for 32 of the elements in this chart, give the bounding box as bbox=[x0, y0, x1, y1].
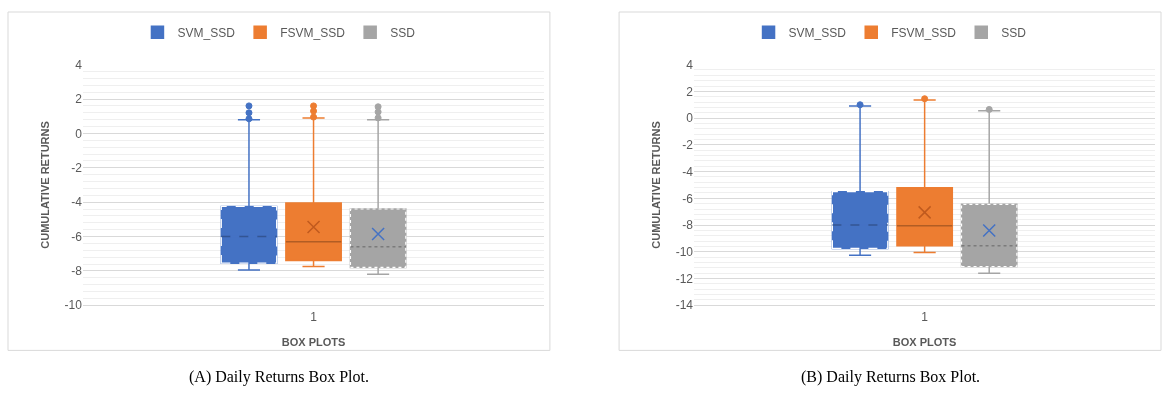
y-tick-label: -8 bbox=[682, 218, 694, 233]
legend-label: SVM_SSD bbox=[788, 25, 847, 40]
legend-label: SSD bbox=[1001, 25, 1027, 40]
legend-label: FSVM_SSD bbox=[891, 25, 957, 40]
legend-label: SVM_SSD bbox=[177, 25, 236, 40]
y-tick-label: -4 bbox=[71, 195, 83, 210]
x-axis-title: BOX PLOTS bbox=[281, 335, 346, 348]
legend-label: SSD bbox=[390, 25, 416, 40]
y-tick-label: -2 bbox=[682, 138, 694, 153]
y-tick-label: -8 bbox=[71, 264, 83, 279]
y-tick-label: 0 bbox=[75, 126, 83, 141]
y-tick-label: -6 bbox=[71, 229, 83, 244]
x-tick-label: 1 bbox=[921, 309, 929, 324]
text: (B) Daily Returns Box Plot. bbox=[801, 368, 981, 386]
y-tick-label: -10 bbox=[675, 245, 694, 259]
y-tick-label: -2 bbox=[71, 160, 83, 175]
x-tick-label: 1 bbox=[310, 309, 318, 324]
y-tick-label: 4 bbox=[686, 57, 694, 72]
y-axis-title: CUMULATIVE RETURNS bbox=[650, 121, 663, 249]
y-tick-label: -14 bbox=[675, 298, 694, 313]
y-axis-title: CUMULATIVE RETURNS bbox=[39, 121, 52, 249]
x-axis-title: BOX PLOTS bbox=[892, 335, 957, 348]
y-tick-label: -10 bbox=[64, 298, 83, 313]
y-tick-label: 4 bbox=[75, 57, 83, 72]
legend-label: FSVM_SSD bbox=[280, 25, 346, 40]
text: (A) Daily Returns Box Plot. bbox=[189, 368, 369, 386]
y-tick-label: 2 bbox=[75, 92, 83, 107]
y-tick-label: -12 bbox=[675, 271, 694, 286]
y-tick-label: -6 bbox=[682, 191, 694, 206]
y-tick-label: 2 bbox=[686, 84, 694, 99]
y-tick-label: 0 bbox=[686, 111, 694, 126]
y-tick-label: -4 bbox=[682, 164, 694, 179]
